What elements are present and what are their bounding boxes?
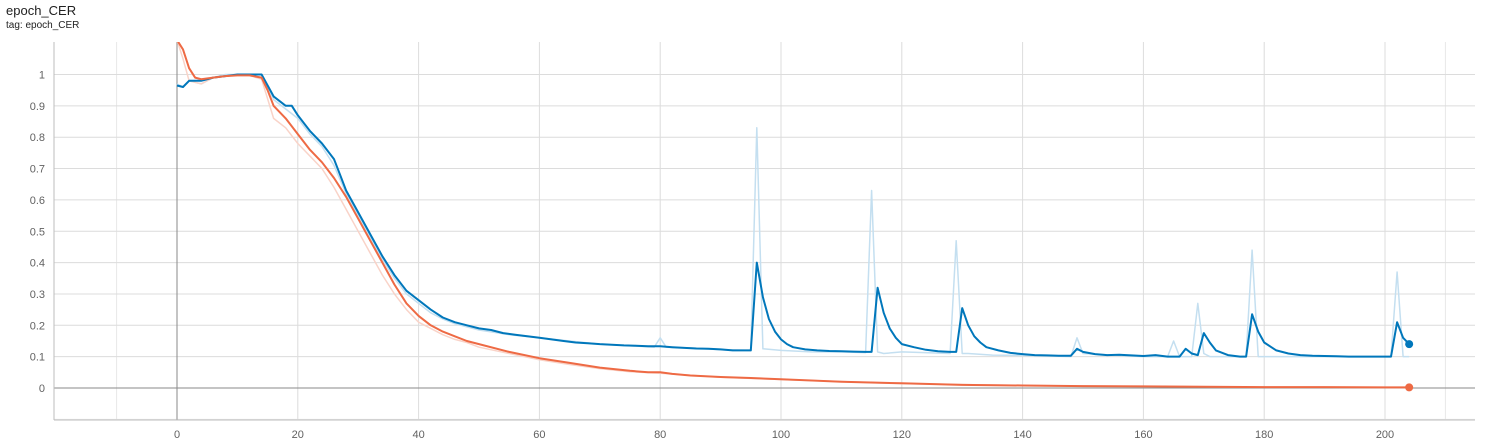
y-tick-label: 0.7 [30, 164, 45, 176]
series-0-raw-line [176, 73, 1410, 358]
series-1-last-point [1405, 383, 1414, 392]
x-tick-label: 140 [1013, 429, 1031, 441]
y-tick-label: 0.5 [30, 226, 45, 238]
x-tick-label: 100 [772, 429, 790, 441]
y-tick-label: 0.4 [30, 258, 45, 270]
x-tick-label: 0 [174, 429, 180, 441]
y-tick-label: 0.8 [30, 132, 45, 144]
series-0-smoothed-line [176, 73, 1410, 358]
chart-title: epoch_CER [6, 3, 77, 18]
series-1-raw-line [176, 42, 1410, 389]
y-tick-label: 0.2 [30, 320, 45, 332]
x-tick-label: 40 [412, 429, 424, 441]
x-tick-label: 200 [1376, 429, 1394, 441]
series-0-last-point [1405, 340, 1414, 349]
y-tick-label: 0.3 [30, 289, 45, 301]
x-tick-label: 80 [654, 429, 666, 441]
y-tick-label: 1 [39, 70, 45, 82]
x-tick-label: 20 [292, 429, 304, 441]
series-1-smoothed-line [177, 42, 1410, 389]
x-tick-label: 160 [1134, 429, 1152, 441]
y-tick-label: 0.9 [30, 101, 45, 113]
y-tick-label: 0.6 [30, 195, 45, 207]
x-tick-label: 180 [1255, 429, 1273, 441]
chart-tag: tag: epoch_CER [6, 20, 80, 31]
x-tick-label: 120 [893, 429, 911, 441]
y-tick-label: 0.1 [30, 352, 45, 364]
x-tick-label: 60 [533, 429, 545, 441]
y-tick-label: 0 [39, 383, 45, 395]
